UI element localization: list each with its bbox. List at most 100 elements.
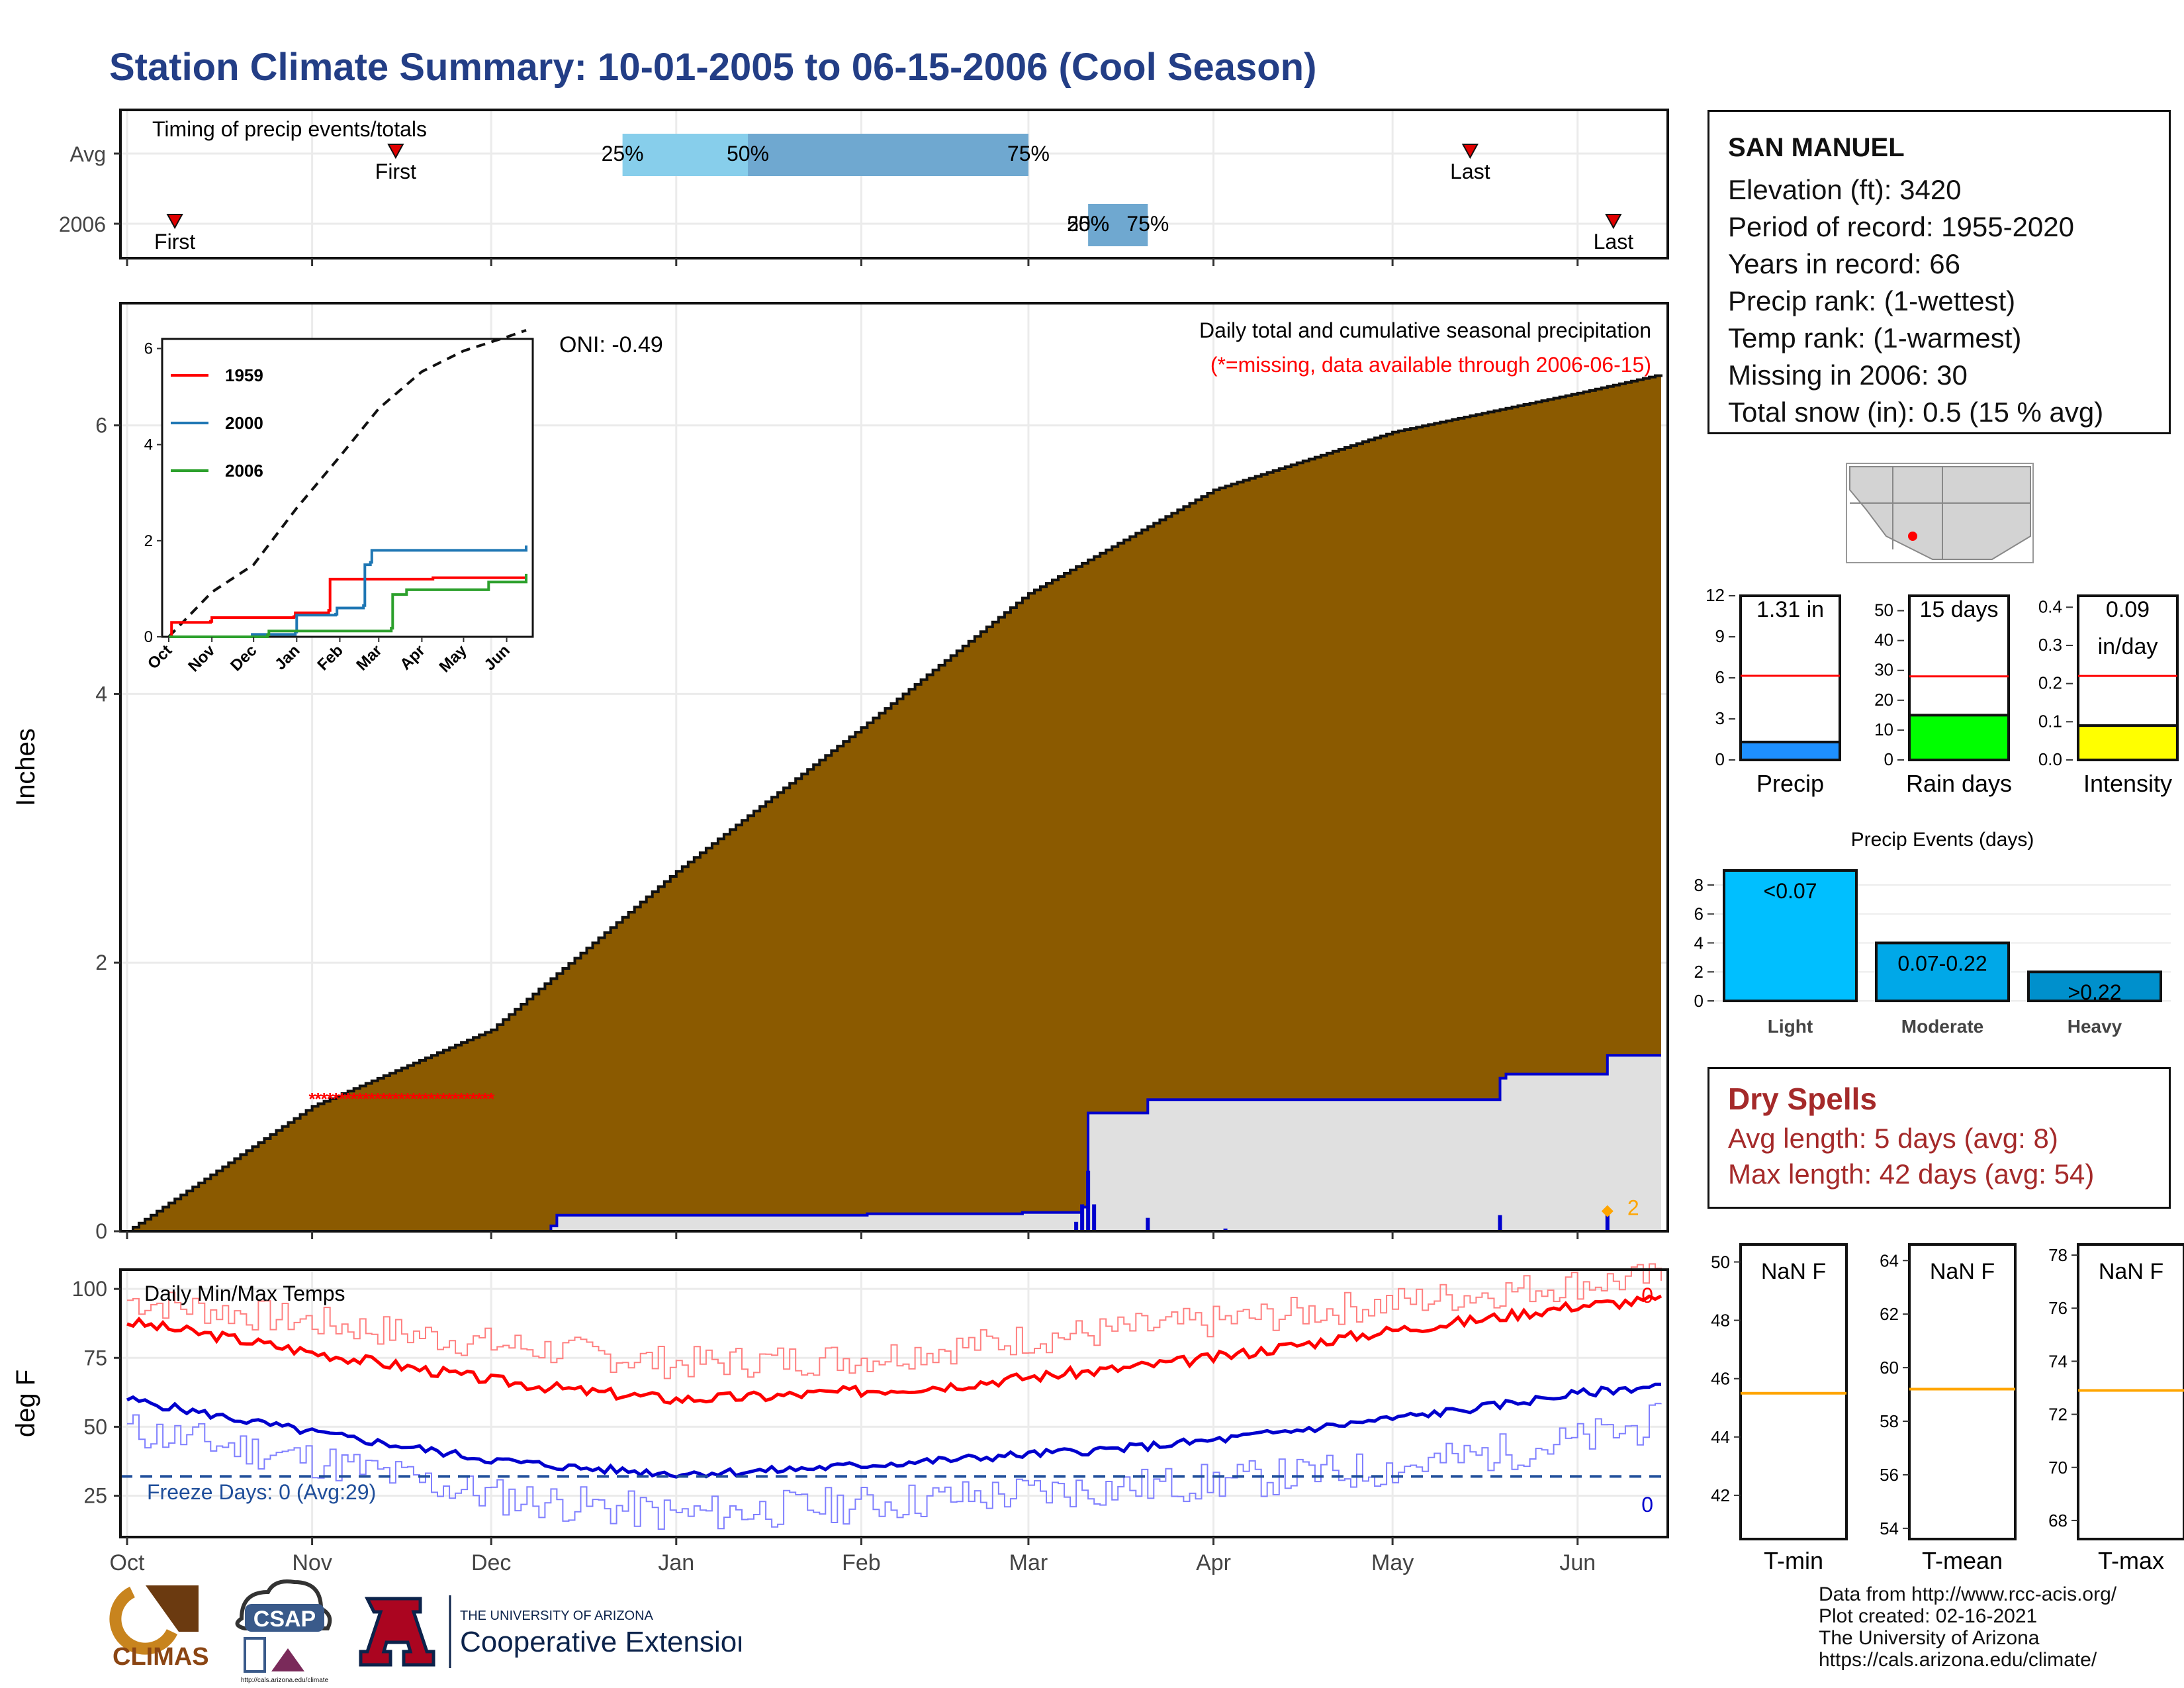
panel-value-unit: in/day [2098, 634, 2158, 659]
marker-triangle [387, 144, 404, 160]
csap-logo[interactable]: CSAP http://cals.arizona.edu/climate [235, 1579, 332, 1684]
inset-series-line [169, 575, 527, 638]
plot-background [120, 1270, 1668, 1537]
missing-marker: * [381, 1089, 388, 1109]
panel-y-tick-label: 30 [1874, 660, 1893, 680]
missing-marker: * [345, 1089, 352, 1109]
snow-marker [1601, 1205, 1614, 1217]
marker-label: First [375, 160, 416, 183]
marker-triangle [1605, 214, 1622, 230]
daily-precip-bar [1074, 1221, 1079, 1231]
panel-value-bar [1739, 740, 1841, 761]
pct-label: 75% [1007, 142, 1050, 165]
ua-logo[interactable]: THE UNIVERSITY OF ARIZONA Cooperative Ex… [359, 1595, 741, 1668]
temp-panel-y-tick-label: 42 [1711, 1485, 1730, 1505]
precip-subtitle: (*=missing, data available through 2006-… [1210, 353, 1651, 377]
y-tick-label: 0 [95, 1219, 107, 1243]
inset-legend-label: 2000 [225, 413, 263, 433]
panel-y-tick-label: 0.1 [2038, 711, 2062, 731]
missing-marker: * [327, 1089, 334, 1109]
missing-marker: * [398, 1089, 406, 1109]
events-bar [2027, 970, 2162, 1002]
temp-panel-y-tick-label: 78 [2048, 1245, 2068, 1265]
x-tick-label: Nov [292, 1550, 332, 1575]
missing-marker: * [440, 1089, 447, 1109]
missing-marker: * [464, 1089, 471, 1109]
temp-panel-x-label: T-max [2098, 1547, 2164, 1574]
row-label: Avg [69, 142, 106, 166]
events-y-tick-label: 8 [1694, 875, 1704, 895]
inset-legend-label: 1959 [225, 365, 263, 385]
daily-precip-bar [1605, 1211, 1610, 1231]
record-max-line [127, 1263, 1662, 1380]
missing-marker: * [404, 1089, 412, 1109]
daily-precip-bar [1092, 1204, 1097, 1231]
missing-marker: * [333, 1089, 340, 1109]
y-axis-label: deg F [11, 1370, 40, 1437]
avg-max-line [126, 1294, 1662, 1405]
x-tick-label: Mar [1009, 1550, 1048, 1575]
events-y-tick-label: 0 [1694, 991, 1704, 1011]
inset-y-tick-label: 6 [144, 340, 153, 358]
avg-cumulative-area [127, 374, 1661, 1231]
missing-marker: * [410, 1089, 418, 1109]
temp-panel-y-tick-label: 44 [1711, 1427, 1730, 1447]
temp-panel-value-label: NaN F [1761, 1259, 1826, 1284]
events-y-tick-label: 2 [1694, 962, 1704, 982]
max-count-label: 0 [1641, 1284, 1653, 1307]
avg-min-line [126, 1382, 1661, 1479]
avg-cumulative-outline [127, 374, 1662, 1233]
record-min-line [127, 1403, 1662, 1530]
missing-marker: * [309, 1089, 316, 1109]
station-name: SAN MANUEL [1728, 133, 1905, 162]
logo-strip: CLIMAS CSAP http://cals.arizona.edu/clim… [109, 1579, 741, 1684]
temp-panel-y-tick-label: 62 [1880, 1304, 1899, 1324]
temp-panel-y-tick-label: 60 [1880, 1358, 1899, 1378]
missing-marker: * [488, 1089, 495, 1109]
missing-marker: * [363, 1089, 370, 1109]
missing-marker: * [321, 1089, 328, 1109]
ua-coop-extension: Cooperative Extension [460, 1626, 741, 1658]
panel-value-label: 15 days [1919, 597, 1998, 622]
freeze-days-label: Freeze Days: 0 (Avg:29) [147, 1480, 376, 1504]
state-borders [1850, 467, 2030, 559]
missing-marker: * [476, 1089, 483, 1109]
climas-logo[interactable]: CLIMAS [109, 1585, 209, 1671]
missing-marker: * [315, 1089, 322, 1109]
temp-panel-x-label: T-mean [1922, 1547, 2003, 1574]
panel-y-tick-label: 0.3 [2038, 635, 2062, 655]
station-snow: Total snow (in): 0.5 (15 % avg) [1728, 397, 2104, 428]
pct-label: 25% [1067, 212, 1109, 236]
credit-line: Data from http://www.rcc-acis.org/ [1819, 1583, 2117, 1605]
temp-panel-y-tick-label: 64 [1880, 1250, 1899, 1270]
temp-panel-y-tick-label: 76 [2048, 1298, 2068, 1318]
temp-panel-y-tick-label: 50 [1711, 1252, 1730, 1272]
station-precip-rank: Precip rank: (1-wettest) [1728, 285, 2016, 316]
panel-value-bar [1908, 714, 2010, 762]
y-tick-label: 4 [95, 682, 107, 706]
events-category-label: Moderate [1901, 1016, 1983, 1037]
y-axis-label: Inches [11, 728, 40, 806]
inset-y-tick-label: 4 [144, 436, 153, 454]
missing-marker: * [375, 1089, 382, 1109]
panel-value-label: 0.09 [2106, 597, 2150, 622]
events-title: Precip Events (days) [1851, 829, 2034, 851]
station-location-dot [1908, 532, 1917, 541]
temp-panel-x-label: T-min [1764, 1547, 1823, 1574]
oni-label: ONI: -0.49 [559, 332, 663, 357]
missing-marker: * [452, 1089, 459, 1109]
plot-border [119, 109, 1669, 259]
events-bar-label: >0.22 [2068, 980, 2122, 1004]
inset-series-line [169, 545, 527, 638]
events-bar [1723, 869, 1858, 1002]
timing-title: Timing of precip events/totals [152, 117, 427, 141]
pct-label: 75% [1126, 212, 1169, 236]
missing-marker: * [482, 1089, 489, 1109]
quartile-box [748, 134, 1028, 176]
temp-panel-y-tick-label: 48 [1711, 1311, 1730, 1331]
missing-marker: * [339, 1089, 346, 1109]
x-tick-label: Feb [842, 1550, 881, 1575]
y-tick-label: 25 [83, 1484, 107, 1508]
inset-avg-line [167, 329, 527, 638]
